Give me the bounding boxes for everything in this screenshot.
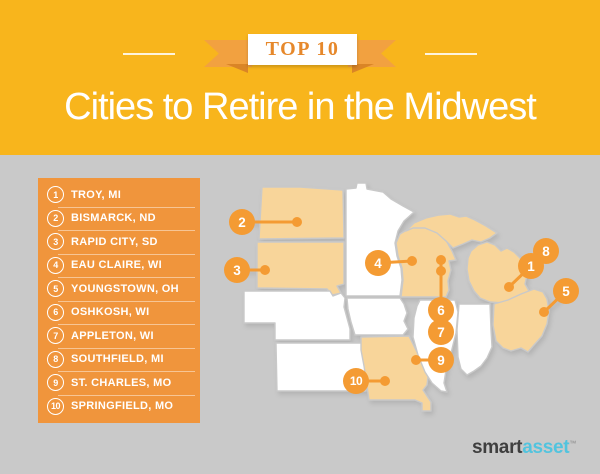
city-dot-bismarck xyxy=(292,217,302,227)
rank-badge: 4 xyxy=(47,256,64,274)
city-label: RAPID CITY, SD xyxy=(71,235,158,248)
state-michigan-upper-peninsula xyxy=(405,213,498,249)
city-label: ST. CHARLES, MO xyxy=(71,376,172,389)
top10-badge-label: TOP 10 xyxy=(265,38,340,60)
rank-badge: 8 xyxy=(47,350,64,368)
rank-badge: 1 xyxy=(47,186,64,204)
map-marker-7: 7 xyxy=(428,319,454,345)
list-item: 6 OSHKOSH, WI xyxy=(38,300,200,325)
state-indiana xyxy=(456,303,493,376)
list-item: 10 SPRINGFIELD, MO xyxy=(38,394,200,419)
city-label: SOUTHFIELD, MI xyxy=(71,353,164,366)
city-label: OSHKOSH, WI xyxy=(71,306,150,319)
top10-badge: TOP 10 xyxy=(248,34,357,65)
city-label: EAU CLAIRE, WI xyxy=(71,259,162,272)
map-marker-10: 10 xyxy=(343,368,369,394)
list-item: 2 BISMARCK, ND xyxy=(38,206,200,231)
city-label: APPLETON, WI xyxy=(71,329,154,342)
map-marker-2: 2 xyxy=(229,209,255,235)
city-dot-springfield xyxy=(380,376,390,386)
state-iowa xyxy=(346,297,409,336)
state-ohio xyxy=(492,288,550,353)
city-ranking-panel: 1 TROY, MI 2 BISMARCK, ND 3 RAPID CITY, … xyxy=(38,178,200,423)
list-item: 1 TROY, MI xyxy=(38,183,200,207)
map-marker-4: 4 xyxy=(365,250,391,276)
city-dot-eau-claire xyxy=(407,256,417,266)
city-dot-st-charles xyxy=(411,355,421,365)
city-label: TROY, MI xyxy=(71,188,122,201)
list-item: 3 RAPID CITY, SD xyxy=(38,230,200,254)
ribbon-fold-right xyxy=(352,64,374,73)
map-marker-5: 5 xyxy=(553,278,579,304)
rank-badge: 10 xyxy=(47,397,64,415)
city-dot-youngstown xyxy=(539,307,549,317)
state-minnesota xyxy=(345,182,415,297)
map-marker-3: 3 xyxy=(224,257,250,283)
list-item: 5 YOUNGSTOWN, OH xyxy=(38,277,200,301)
rank-badge: 5 xyxy=(47,280,64,298)
list-item: 8 SOUTHFIELD, MI xyxy=(38,347,200,372)
map-marker-6: 6 xyxy=(428,297,454,323)
logo-smart-text: smart xyxy=(471,437,523,458)
list-item: 9 ST. CHARLES, MO xyxy=(38,371,200,395)
city-label: SPRINGFIELD, MO xyxy=(71,400,174,413)
logo-asset-text: asset xyxy=(522,437,570,458)
state-north-dakota xyxy=(258,186,345,240)
city-dot-oshkosh xyxy=(436,255,446,265)
ribbon-fold-left xyxy=(226,64,248,73)
list-item: 4 EAU CLAIRE, WI xyxy=(38,253,200,278)
rank-badge: 6 xyxy=(47,303,64,321)
city-label: YOUNGSTOWN, OH xyxy=(71,282,179,295)
ribbon-line-right xyxy=(425,53,477,55)
rank-badge: 9 xyxy=(47,374,64,392)
list-item: 7 APPLETON, WI xyxy=(38,324,200,348)
city-dot-appleton xyxy=(436,266,446,276)
rank-badge: 3 xyxy=(47,233,64,251)
rank-badge: 7 xyxy=(47,327,64,345)
city-dot-troy xyxy=(504,282,514,292)
city-label: BISMARCK, ND xyxy=(71,212,156,225)
ribbon-line-left xyxy=(123,53,175,55)
smartasset-logo: smartasset™ xyxy=(472,437,576,459)
rank-badge: 2 xyxy=(47,209,64,227)
logo-trademark: ™ xyxy=(569,440,576,448)
state-south-dakota xyxy=(256,241,345,296)
page-title: Cities to Retire in the Midwest xyxy=(64,86,537,128)
state-nebraska xyxy=(243,290,351,341)
map-marker-1: 1 xyxy=(518,253,544,279)
map-marker-9: 9 xyxy=(428,347,454,373)
city-dot-rapid-city xyxy=(260,265,270,275)
header-banner: TOP 10 Cities to Retire in the Midwest xyxy=(0,0,600,155)
